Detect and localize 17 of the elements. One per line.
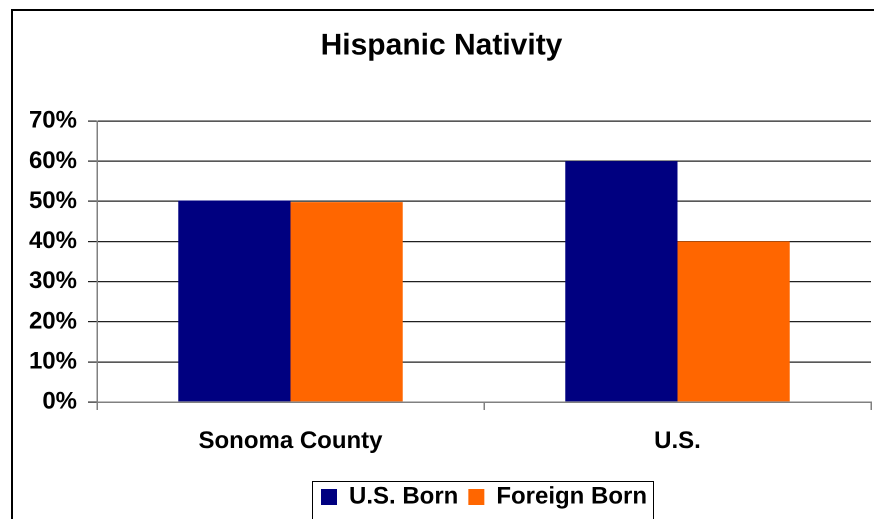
chart-title: Hispanic Nativity bbox=[320, 28, 563, 62]
y-tick-label: 20% bbox=[28, 307, 77, 334]
y-tick-label: 30% bbox=[28, 267, 77, 294]
x-tick-label: Sonoma County bbox=[198, 427, 384, 454]
y-tick-label: 0% bbox=[42, 388, 77, 415]
bar bbox=[565, 161, 678, 402]
y-tick-label: 40% bbox=[28, 227, 77, 254]
y-tick-label: 60% bbox=[28, 146, 77, 174]
legend-label: U.S. Born bbox=[349, 482, 458, 510]
y-tick-label: 70% bbox=[28, 106, 77, 134]
x-tick-label: U.S. bbox=[654, 427, 701, 454]
bar bbox=[178, 200, 290, 402]
y-tick-label: 50% bbox=[28, 186, 77, 214]
bar bbox=[678, 241, 790, 402]
bar bbox=[290, 202, 403, 402]
legend-label: Foreign Born bbox=[496, 482, 647, 510]
y-tick-label: 10% bbox=[28, 347, 77, 374]
